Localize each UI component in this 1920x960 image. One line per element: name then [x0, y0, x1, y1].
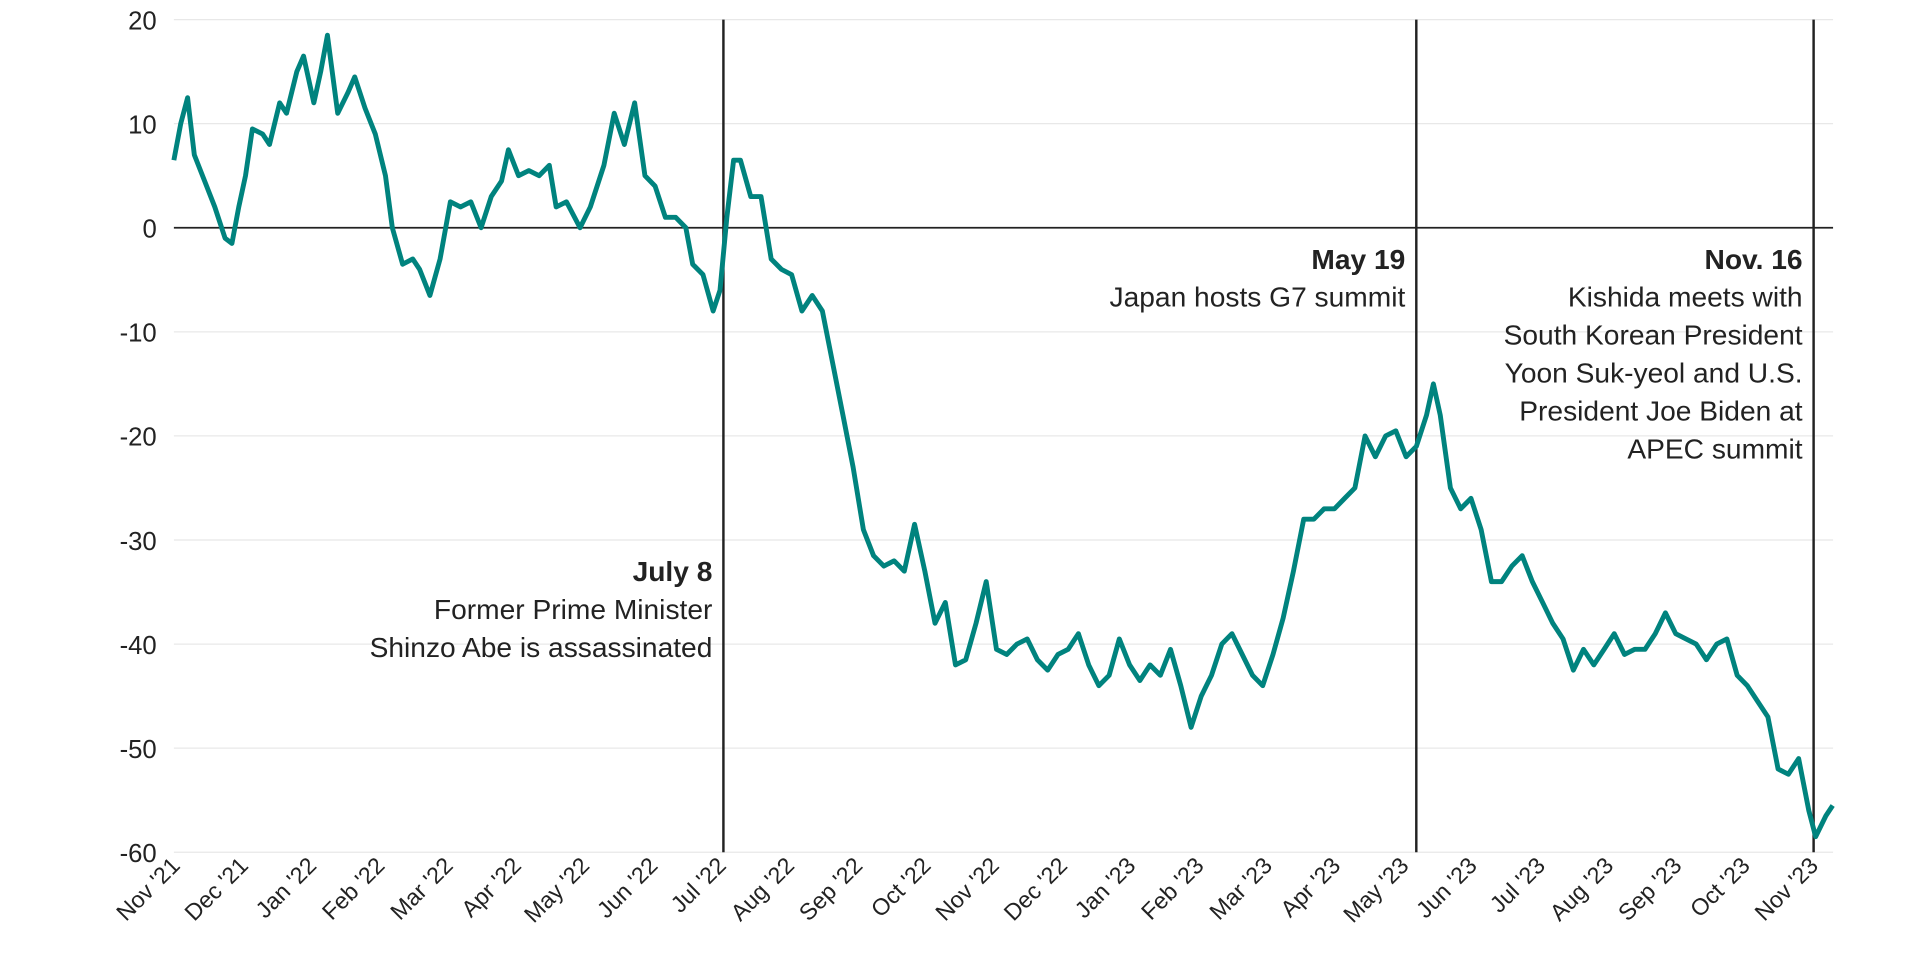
x-tick-label: May '22: [519, 852, 594, 927]
x-tick-label: Nov '22: [930, 852, 1004, 926]
series-line: [171, 32, 1835, 840]
x-tick-label: Sep '22: [794, 852, 868, 926]
event-description: Japan hosts G7 summit: [1110, 282, 1406, 313]
event-description: President Joe Biden at: [1519, 396, 1802, 427]
event-date: July 8: [633, 556, 713, 587]
x-tick-label: Oct '23: [1685, 852, 1755, 922]
x-tick-label: Dec '21: [179, 852, 253, 926]
x-tick-label: Apr '23: [1275, 852, 1345, 922]
event-date: May 19: [1311, 244, 1405, 275]
x-tick-label: Jun '23: [1411, 852, 1482, 923]
x-tick-label: Sep '23: [1613, 852, 1687, 926]
y-tick-label: -40: [120, 632, 157, 660]
y-tick-label: -20: [120, 424, 157, 452]
y-tick-label: -60: [120, 840, 157, 868]
event-description: Kishida meets with: [1568, 282, 1803, 313]
event-description: APEC summit: [1627, 434, 1802, 465]
x-tick-label: Jul '23: [1485, 852, 1550, 917]
y-tick-label: 20: [128, 7, 157, 35]
event-description: Shinzo Abe is assassinated: [370, 632, 713, 663]
x-tick-label: Feb '22: [317, 852, 390, 925]
x-tick-label: Jul '22: [665, 852, 730, 917]
x-tick-label: Jan '23: [1070, 852, 1141, 923]
y-tick-label: 10: [128, 111, 157, 139]
event-description: Yoon Suk-yeol and U.S.: [1505, 358, 1803, 389]
x-tick-label: Aug '23: [1545, 852, 1619, 926]
y-tick-label: -10: [120, 320, 157, 348]
event-description: Former Prime Minister: [434, 594, 712, 625]
event-date: Nov. 16: [1705, 244, 1803, 275]
x-tick-label: Mar '22: [385, 852, 458, 925]
x-tick-label: Jan '22: [250, 852, 321, 923]
x-tick-label: Aug '22: [726, 852, 800, 926]
y-tick-label: 0: [142, 216, 156, 244]
x-tick-label: Oct '22: [866, 852, 936, 922]
event-markers: July 8 Former Prime Minister Shinzo Abe is…: [370, 19, 1815, 853]
y-axis: 20 10 0 -10 -20 -30 -40 -50 -60: [120, 7, 157, 868]
x-tick-label: Mar '23: [1204, 852, 1277, 925]
event-description: South Korean President: [1504, 320, 1803, 351]
x-tick-label: Apr '22: [456, 852, 526, 922]
y-tick-label: -50: [120, 736, 157, 764]
x-tick-label: Nov '23: [1750, 852, 1824, 926]
y-tick-label: -30: [120, 528, 157, 556]
x-tick-label: Feb '23: [1136, 852, 1209, 925]
x-tick-label: May '23: [1338, 852, 1413, 927]
gridlines: [173, 18, 1834, 853]
x-tick-label: Dec '22: [999, 852, 1073, 926]
x-tick-label: Jun '22: [592, 852, 663, 923]
